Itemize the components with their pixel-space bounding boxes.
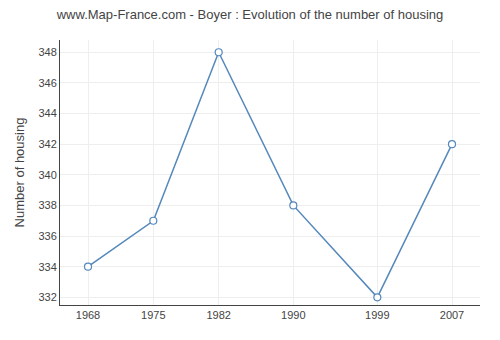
svg-text:1999: 1999 [365, 309, 389, 321]
svg-text:342: 342 [38, 138, 56, 150]
svg-text:348: 348 [38, 46, 56, 58]
svg-text:1975: 1975 [141, 309, 165, 321]
svg-text:332: 332 [38, 291, 56, 303]
svg-text:346: 346 [38, 77, 56, 89]
svg-text:338: 338 [38, 199, 56, 211]
svg-text:1990: 1990 [281, 309, 305, 321]
svg-text:www.Map-France.com - Boyer : E: www.Map-France.com - Boyer : Evolution o… [56, 7, 444, 22]
svg-text:1968: 1968 [76, 309, 100, 321]
svg-text:334: 334 [38, 261, 56, 273]
svg-text:Number of housing: Number of housing [12, 118, 27, 228]
svg-text:340: 340 [38, 169, 56, 181]
svg-text:344: 344 [38, 107, 56, 119]
svg-text:2007: 2007 [440, 309, 464, 321]
svg-text:336: 336 [38, 230, 56, 242]
svg-text:1982: 1982 [206, 309, 230, 321]
